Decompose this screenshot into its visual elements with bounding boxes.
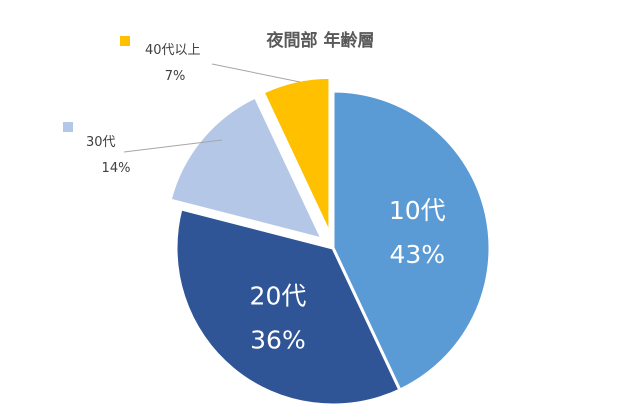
legend-key-marker	[120, 36, 130, 46]
slice-percent-label: 36%	[250, 326, 306, 355]
pie-slice-3	[168, 95, 325, 242]
pie-slice-1	[331, 89, 492, 393]
slice-category-label: 10代	[389, 196, 446, 225]
leader-line	[123, 139, 223, 153]
slice-percent-label: 43%	[389, 240, 445, 269]
chart-title: 夜間部 年齢層	[266, 31, 375, 51]
pie-slice-2	[174, 207, 402, 407]
slice-category-label: 30代	[86, 135, 116, 150]
leader-line	[211, 63, 301, 83]
slice-category-label: 20代	[250, 282, 307, 311]
slice-percent-label: 7%	[165, 69, 186, 84]
slice-category-label: 40代以上	[145, 43, 201, 58]
slice-percent-label: 14%	[102, 161, 131, 176]
legend-key-marker	[63, 122, 73, 132]
